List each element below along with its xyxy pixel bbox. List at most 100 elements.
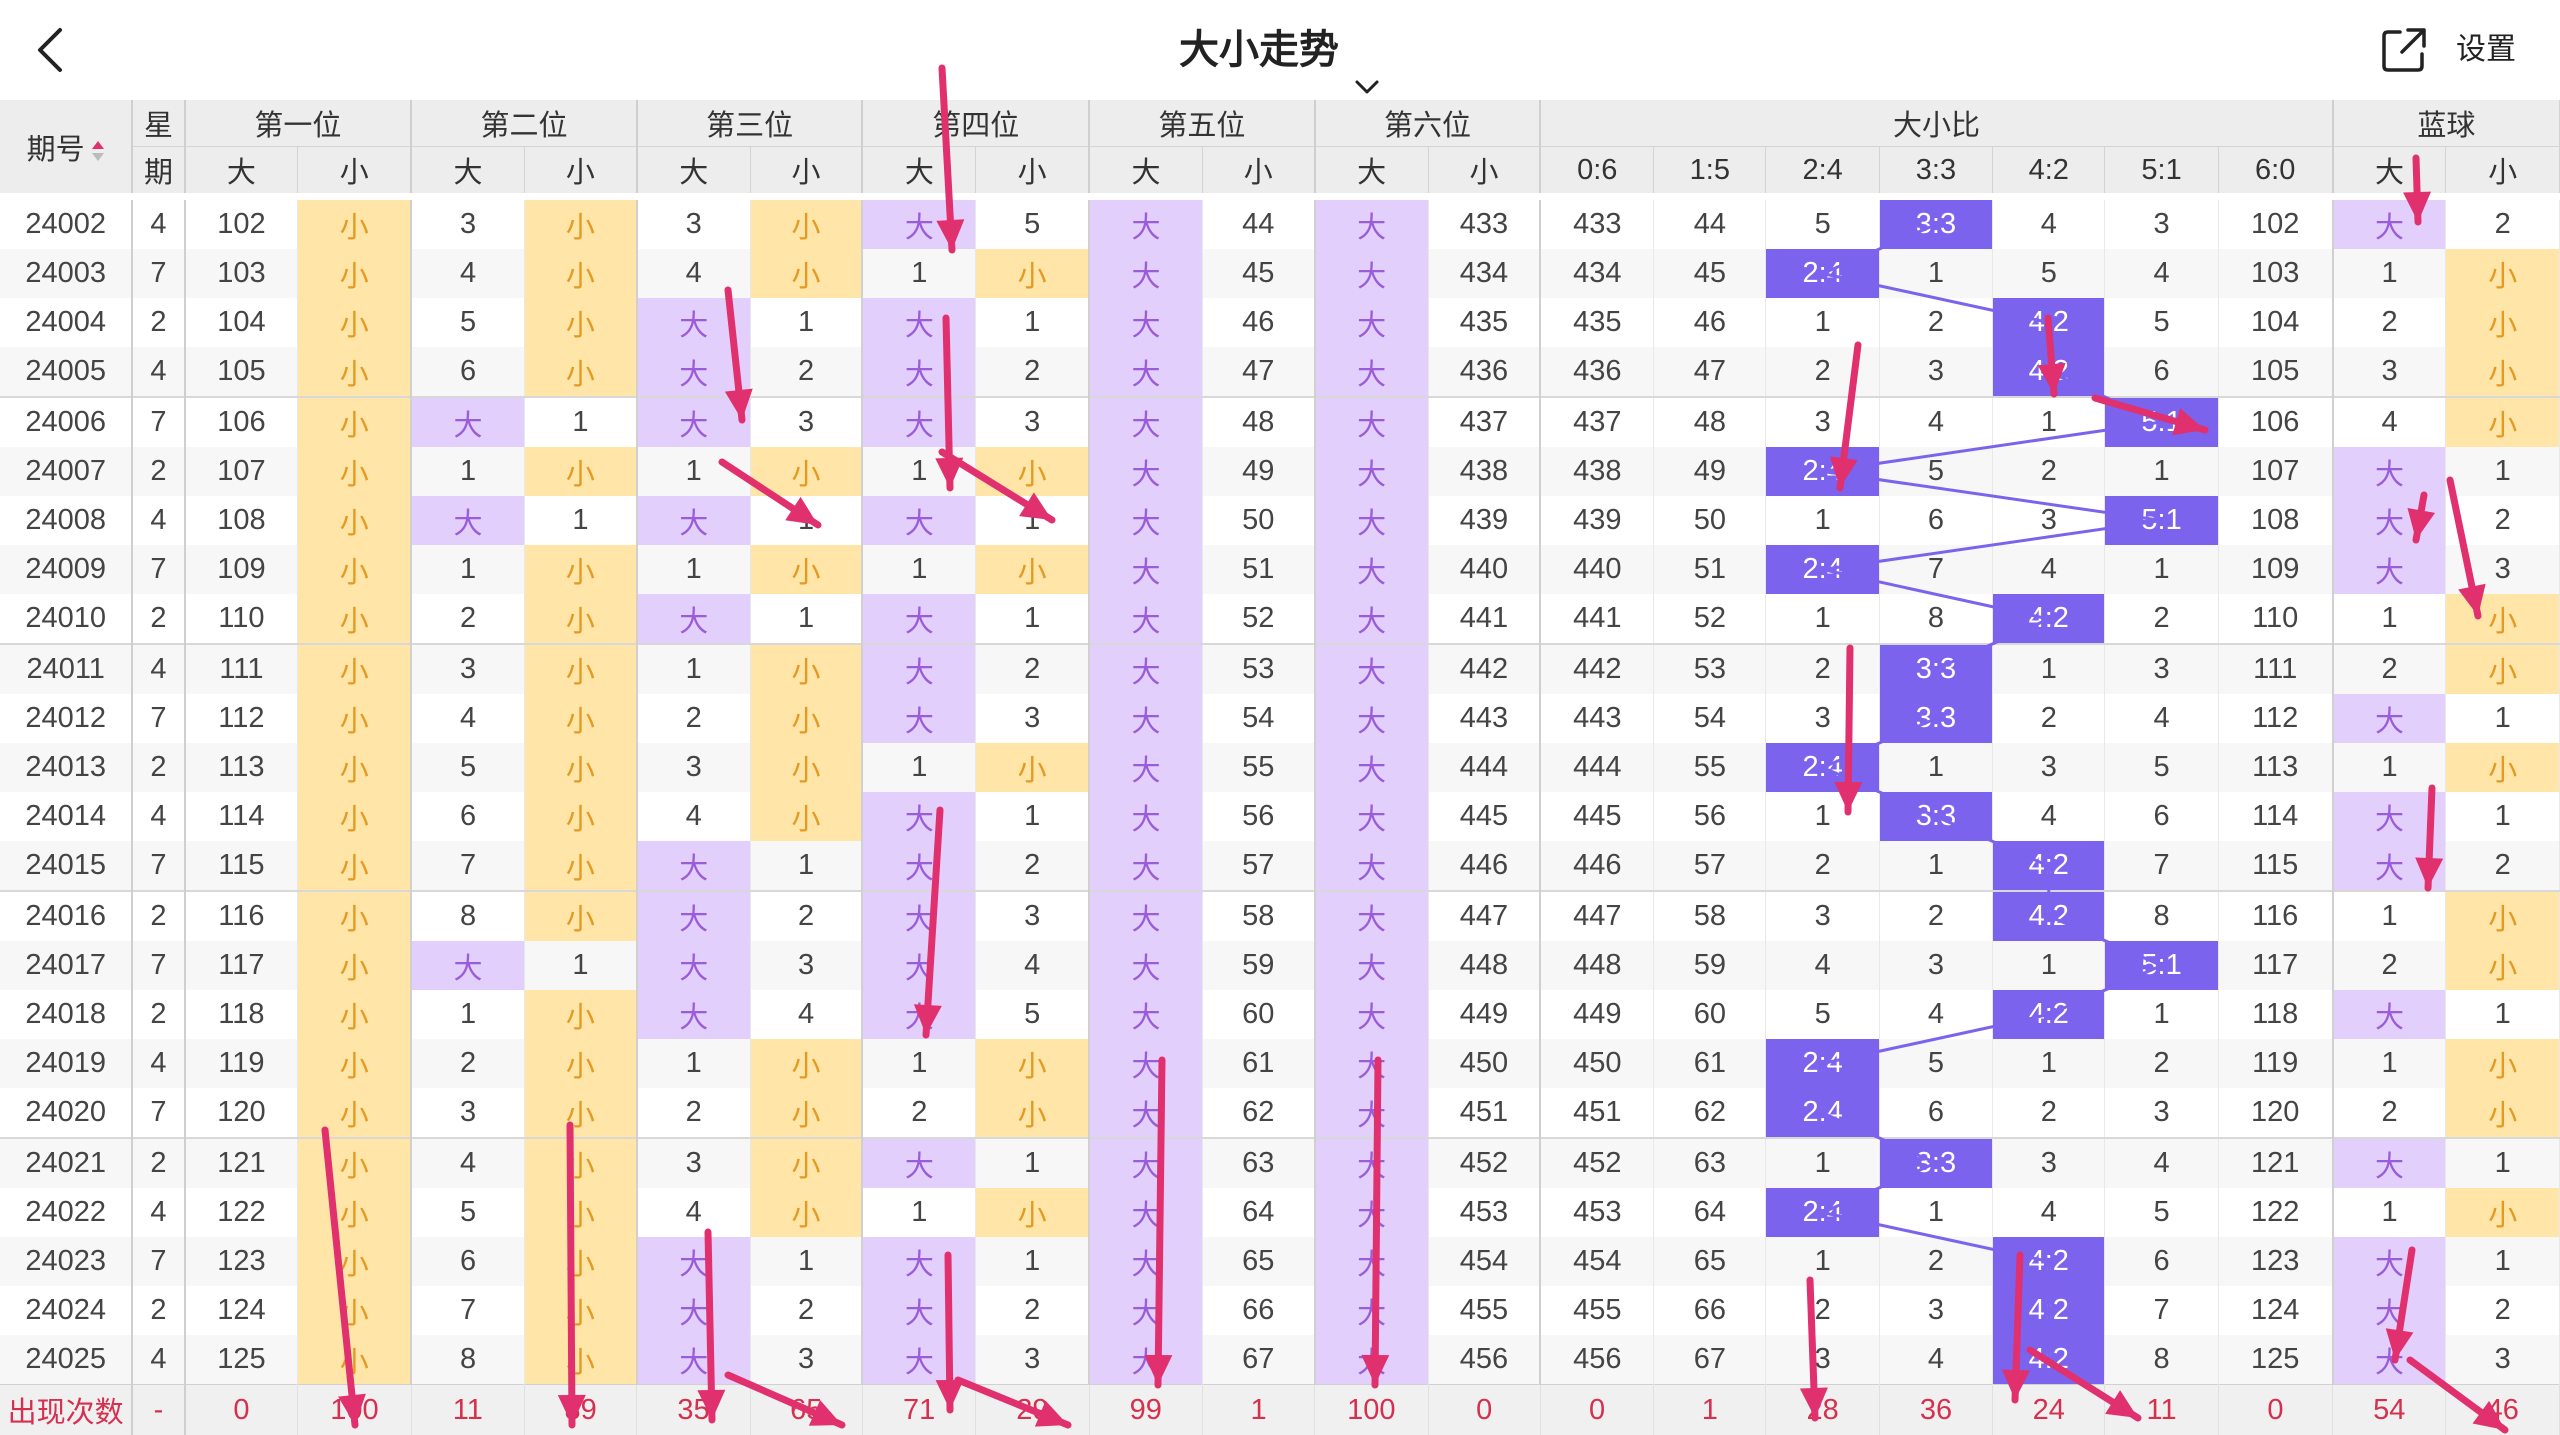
table-row[interactable]: 24015 7 115 小 7 小大 1 大 2 大 57 大 446 446 57 2 1 4:2 7 115 大 2 xyxy=(0,841,2560,891)
ratio-miss-count: 120 xyxy=(2218,1088,2334,1138)
small-miss-count: 2 xyxy=(975,347,1091,397)
table-row[interactable]: 24006 7 106 小大 1 大 3 大 3 大 48 大 437 437 48 3 4 1 5:1 106 4 小 xyxy=(0,396,2560,447)
small-miss-count: 1 xyxy=(975,496,1091,545)
sort-icon[interactable] xyxy=(91,139,105,163)
small-marker: 小 xyxy=(975,1188,1091,1237)
occurrence-count: 29 xyxy=(975,1384,1090,1435)
ratio-miss-count: 2 xyxy=(1992,1088,2106,1138)
big-marker: 大 xyxy=(862,594,977,644)
small-miss-count: 1 xyxy=(750,496,864,545)
small-marker: 小 xyxy=(524,1188,638,1237)
small-marker: 小 xyxy=(297,1088,413,1138)
small-miss-count: 438 xyxy=(1428,447,1542,496)
table-row[interactable]: 24011 4 111 小 3 小 1 小大 2 大 53 大 442 442 53 2 3:3 1 3 111 2 小 xyxy=(0,643,2560,694)
weekday-cell: 4 xyxy=(132,643,186,694)
table-row[interactable]: 24016 2 116 小 8 小大 2 大 3 大 58 大 447 447 58 3 2 4:2 8 116 1 小 xyxy=(0,890,2560,941)
occurrence-count: 28 xyxy=(1765,1384,1880,1435)
table-row[interactable]: 24021 2 121 小 4 小 3 小大 1 大 63 大 452 452 63 1 3:3 3 4 121 大 1 xyxy=(0,1137,2560,1188)
small-miss-count: 62 xyxy=(1202,1088,1316,1138)
blue-small-marker: 小 xyxy=(2445,1039,2560,1088)
blue-big-miss-count: 4 xyxy=(2332,396,2447,447)
table-row[interactable]: 24005 4 105 小 6 小大 2 大 2 大 47 大 436 436 47 2 3 4:2 6 105 3 小 xyxy=(0,347,2560,397)
big-marker: 大 xyxy=(411,496,525,545)
ratio-miss-count: 4 xyxy=(1992,545,2106,594)
big-miss-count: 3 xyxy=(636,743,751,792)
table-row[interactable]: 24024 2 124 小 7 小大 2 大 2 大 66 大 455 455 66 2 3 4:2 7 124 大 2 xyxy=(0,1286,2560,1335)
table-row[interactable]: 24019 4 119 小 2 小 1 小 1 小大 61 大 450 450 61 2:4 5 1 2 119 1 小 xyxy=(0,1039,2560,1088)
chevron-down-icon[interactable] xyxy=(1353,38,1381,94)
ratio-miss-count: 66 xyxy=(1653,1286,1767,1335)
share-icon[interactable] xyxy=(2380,26,2428,74)
ratio-miss-count: 55 xyxy=(1653,743,1767,792)
ratio-hit: 2:4 xyxy=(1765,447,1880,496)
period-cell: 24007 xyxy=(0,447,134,496)
table-row[interactable]: 24022 4 122 小 5 小 4 小 1 小大 64 大 453 453 64 2:4 1 4 5 122 1 小 xyxy=(0,1188,2560,1237)
ratio-miss-count: 439 xyxy=(1540,496,1655,545)
period-header[interactable]: 期号 xyxy=(0,100,134,193)
table-row[interactable]: 24023 7 123 小 6 小大 1 大 1 大 65 大 454 454 65 1 2 4:2 6 123 大 1 xyxy=(0,1237,2560,1286)
blue-small-miss-count: 3 xyxy=(2445,545,2560,594)
big-marker: 大 xyxy=(862,200,977,249)
small-marker: 小 xyxy=(297,890,413,941)
big-miss-count: 120 xyxy=(184,1088,299,1138)
ratio-miss-count: 442 xyxy=(1540,643,1655,694)
small-miss-count: 1 xyxy=(750,298,864,347)
small-miss-count: 53 xyxy=(1202,643,1316,694)
small-marker: 小 xyxy=(524,594,638,644)
settings-button[interactable]: 设置 xyxy=(2456,33,2516,66)
table-row[interactable]: 24014 4 114 小 6 小 4 小大 1 大 56 大 445 445 56 1 3:3 4 6 114 大 1 xyxy=(0,792,2560,841)
big-marker: 大 xyxy=(636,396,751,447)
occurrence-count: 35 xyxy=(636,1384,751,1435)
small-marker: 小 xyxy=(750,1088,864,1138)
small-miss-count: 59 xyxy=(1202,941,1316,990)
small-marker: 小 xyxy=(297,743,413,792)
big-miss-count: 119 xyxy=(184,1039,299,1088)
ratio-miss-count: 445 xyxy=(1540,792,1655,841)
ratio-hit: 2:4 xyxy=(1765,1039,1880,1088)
big-miss-count: 1 xyxy=(862,1039,977,1088)
period-cell: 24016 xyxy=(0,890,134,941)
back-arrow-icon[interactable] xyxy=(24,22,80,78)
table-row[interactable]: 24018 2 118 小 1 小大 4 大 5 大 60 大 449 449 60 5 4 4:2 1 118 大 1 xyxy=(0,990,2560,1039)
trend-table-container[interactable]: 期号星第一位 第二位 第三位 第四位 第五位 第六位 大小比 蓝球期大小大小大小大小大小大小 0… xyxy=(0,100,2560,1435)
big-column-header: 大 xyxy=(411,146,525,193)
small-marker: 小 xyxy=(975,447,1091,496)
table-row[interactable]: 24008 4 108 小大 1 大 1 大 1 大 50 大 439 439 50 1 6 3 5:1 108 大 2 xyxy=(0,496,2560,545)
blue-big-miss-count: 2 xyxy=(2332,298,2447,347)
table-row[interactable]: 24025 4 125 小 8 小大 3 大 3 大 67 大 456 456 67 3 4 4:2 8 125 大 3 xyxy=(0,1335,2560,1385)
ratio-miss-count: 3 xyxy=(1765,396,1880,447)
table-row[interactable]: 24013 2 113 小 5 小 3 小 1 小大 55 大 444 444 55 2:4 1 3 5 113 1 小 xyxy=(0,743,2560,792)
table-row[interactable]: 24010 2 110 小 2 小大 1 大 1 大 52 大 441 441 52 1 8 4:2 2 110 1 小 xyxy=(0,594,2560,644)
table-row[interactable]: 24012 7 112 小 4 小 2 小大 3 大 54 大 443 443 54 3 3:3 2 4 112 大 1 xyxy=(0,694,2560,743)
small-marker: 小 xyxy=(297,643,413,694)
small-marker: 小 xyxy=(297,594,413,644)
ratio-miss-count: 121 xyxy=(2218,1137,2334,1188)
big-miss-count: 112 xyxy=(184,694,299,743)
weekday-cell: 2 xyxy=(132,990,186,1039)
table-row[interactable]: 24007 2 107 小 1 小 1 小 1 小大 49 大 438 438 49 2:4 5 2 1 107 大 1 xyxy=(0,447,2560,496)
big-miss-count: 5 xyxy=(411,743,525,792)
table-row[interactable]: 24004 2 104 小 5 小大 1 大 1 大 46 大 435 435 46 1 2 4:2 5 104 2 小 xyxy=(0,298,2560,347)
big-miss-count: 107 xyxy=(184,447,299,496)
table-row[interactable]: 24017 7 117 小大 1 大 3 大 4 大 59 大 448 448 59 4 3 1 5:1 117 2 小 xyxy=(0,941,2560,990)
partial-cell xyxy=(1654,193,1766,200)
table-row[interactable]: 24002 4 102 小 3 小 3 小大 5 大 44 大 433 433 44 5 3:3 4 3 102 大 2 xyxy=(0,200,2560,249)
page-title-text[interactable]: 大小走势 xyxy=(1179,28,1339,72)
big-miss-count: 1 xyxy=(411,990,525,1039)
big-marker: 大 xyxy=(1314,200,1429,249)
ratio-miss-count: 119 xyxy=(2218,1039,2334,1088)
ratio-hit: 5:1 xyxy=(2104,941,2219,990)
ratio-miss-count: 1 xyxy=(1992,941,2106,990)
big-marker: 大 xyxy=(411,396,525,447)
big-miss-count: 1 xyxy=(862,743,977,792)
table-row[interactable]: 24003 7 103 小 4 小 4 小 1 小大 45 大 434 434 45 2:4 1 5 4 103 1 小 xyxy=(0,249,2560,298)
ratio-miss-count: 106 xyxy=(2218,396,2334,447)
small-miss-count: 4 xyxy=(975,941,1091,990)
table-row[interactable]: 24009 7 109 小 1 小 1 小 1 小大 51 大 440 440 51 2:4 7 4 1 109 大 3 xyxy=(0,545,2560,594)
occurrence-weekday-dash: - xyxy=(132,1384,186,1435)
position-group-header-3: 第三位 xyxy=(636,100,864,147)
ratio-miss-count: 62 xyxy=(1653,1088,1767,1138)
small-marker: 小 xyxy=(297,447,413,496)
partial-cell xyxy=(0,193,132,200)
table-row[interactable]: 24020 7 120 小 3 小 2 小 2 小大 62 大 451 451 62 2:4 6 2 3 120 2 小 xyxy=(0,1088,2560,1138)
